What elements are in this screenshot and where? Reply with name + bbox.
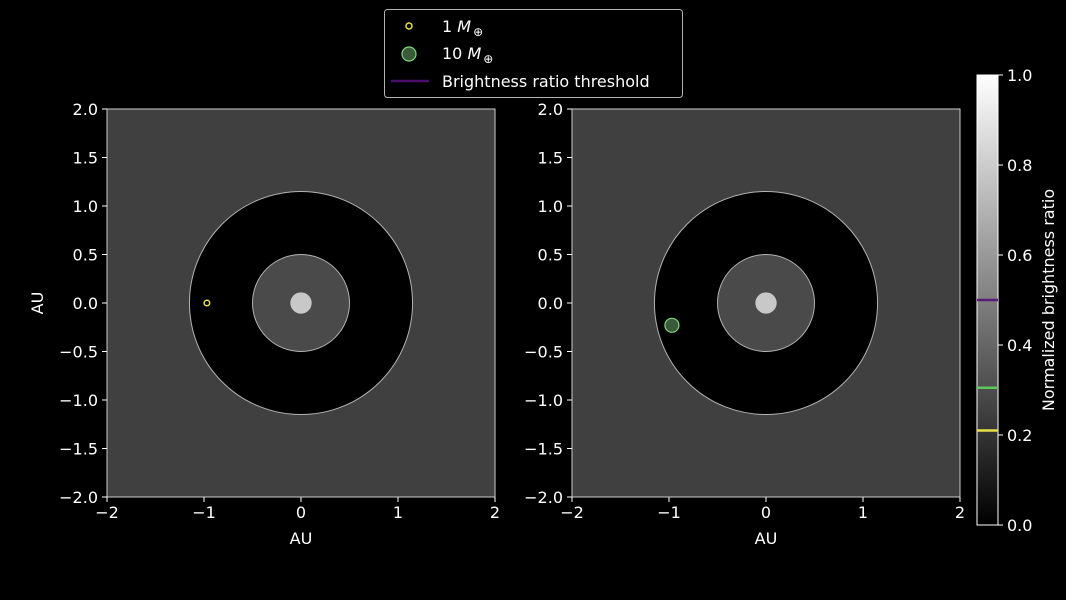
colorbar-tick-label: 0.4 xyxy=(1007,336,1032,355)
legend: 1 M ⊕ 10 M ⊕ Brightness ratio threshold xyxy=(384,9,683,98)
legend-label-1-sub: ⊕ xyxy=(473,25,483,39)
panel-right: −2 −1 0 1 2 2.0 1.5 1.0 0.5 0.0 −0.5 −1.0 −1.5 −2.0 AU xyxy=(524,100,965,548)
legend-frame xyxy=(384,9,683,98)
y-tick-label: 1.5 xyxy=(538,149,563,168)
y-tick-label: −0.5 xyxy=(59,343,98,362)
legend-label-threshold: Brightness ratio threshold xyxy=(442,72,650,91)
x-axis-label: AU xyxy=(290,529,313,548)
legend-marker-1-earth-mass xyxy=(405,22,413,30)
x-tick-label: 1 xyxy=(393,503,403,522)
y-tick-label: 0.5 xyxy=(538,246,563,265)
x-tick-label: 1 xyxy=(858,503,868,522)
y-tick-label: −2.0 xyxy=(524,488,563,507)
colorbar: Normalized brightness ratio 0.0 0.2 0.4 0.6… xyxy=(976,66,1058,535)
x-tick-label: 2 xyxy=(490,503,500,522)
legend-label-10-prefix: 10 xyxy=(442,44,467,63)
x-tick-label: 0 xyxy=(296,503,306,522)
legend-label-1-earth-mass: 1 M ⊕ xyxy=(442,17,483,39)
y-tick-label: −1.5 xyxy=(59,440,98,459)
colorbar-tick-label: 0.6 xyxy=(1007,246,1032,265)
star xyxy=(290,292,312,314)
y-tick-label: 2.0 xyxy=(538,100,563,119)
colorbar-label: Normalized brightness ratio xyxy=(1039,189,1058,411)
planet-1-earth-mass xyxy=(203,299,211,307)
colorbar-tick-label: 1.0 xyxy=(1007,66,1032,85)
y-tick-label: 2.0 xyxy=(73,100,98,119)
legend-label-1-prefix: 1 xyxy=(442,17,457,36)
y-tick-label: −2.0 xyxy=(59,488,98,507)
y-tick-label: 0.0 xyxy=(73,294,98,313)
y-tick-label: 0.5 xyxy=(73,246,98,265)
x-tick-label: −2 xyxy=(560,503,584,522)
panel-left: −2 −1 0 1 2 2.0 1.5 1.0 0.5 0.0 −0.5 −1.0 −1.5 −2.0 AU… xyxy=(28,100,500,548)
y-tick-label: −1.5 xyxy=(524,440,563,459)
x-tick-label: −1 xyxy=(657,503,681,522)
x-tick-label: 0 xyxy=(761,503,771,522)
x-tick-label: 2 xyxy=(955,503,965,522)
y-tick-label: −0.5 xyxy=(524,343,563,362)
star xyxy=(755,292,777,314)
x-tick-label: −1 xyxy=(192,503,216,522)
x-axis-label: AU xyxy=(755,529,778,548)
x-tick-label: −2 xyxy=(95,503,119,522)
colorbar-tick-label: 0.8 xyxy=(1007,156,1032,175)
y-tick-label: 1.5 xyxy=(73,149,98,168)
y-axis-label: AU xyxy=(28,292,47,315)
y-tick-label: −1.0 xyxy=(59,391,98,410)
planet-10-earth-mass xyxy=(664,317,680,333)
y-tick-label: 0.0 xyxy=(538,294,563,313)
y-tick-label: 1.0 xyxy=(538,197,563,216)
legend-marker-10-earth-mass xyxy=(401,46,417,62)
colorbar-tick-label: 0.0 xyxy=(1007,516,1032,535)
legend-label-10-earth-mass: 10 M ⊕ xyxy=(442,44,493,66)
legend-label-10-sub: ⊕ xyxy=(483,52,493,66)
legend-label-10-math: M xyxy=(467,44,481,63)
y-tick-label: −1.0 xyxy=(524,391,563,410)
legend-label-1-math: M xyxy=(457,17,471,36)
colorbar-tick-label: 0.2 xyxy=(1007,426,1032,445)
y-tick-label: 1.0 xyxy=(73,197,98,216)
